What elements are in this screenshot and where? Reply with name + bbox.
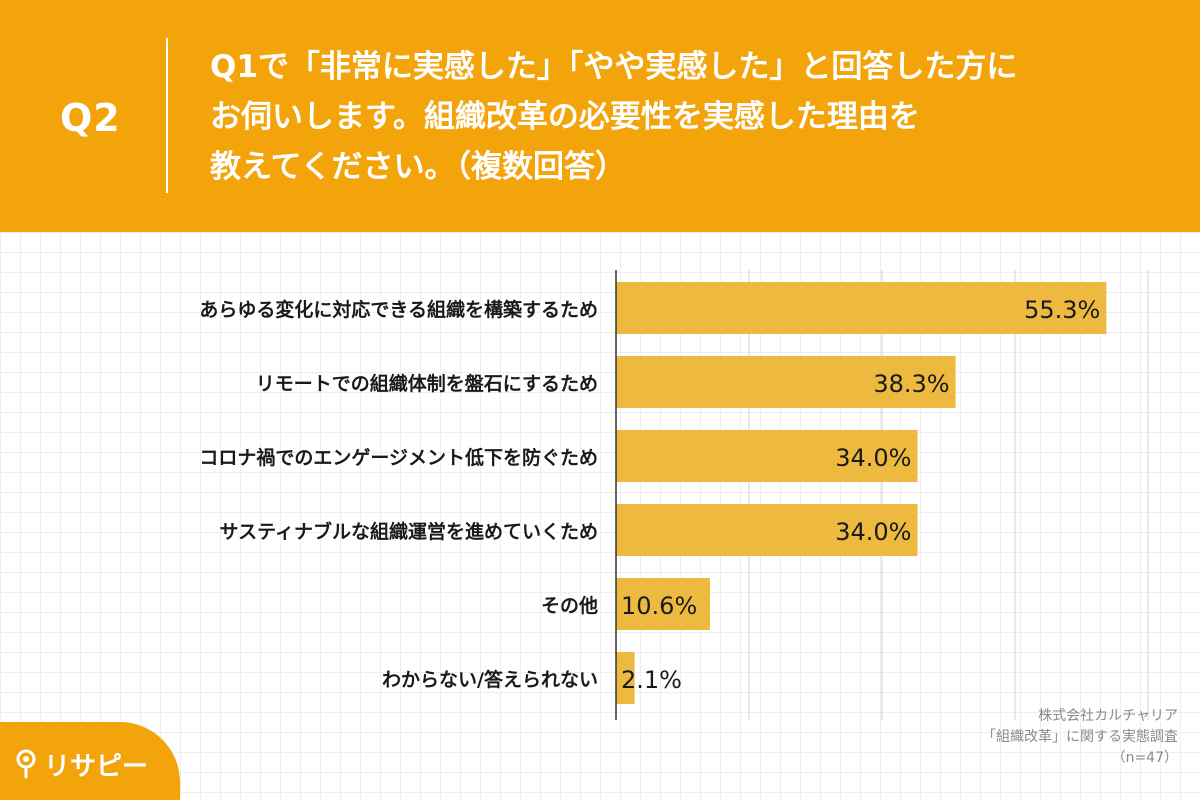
- source-company: 株式会社カルチャリア: [1038, 708, 1178, 724]
- logo-text: リサピー: [44, 751, 149, 782]
- question-line: お伺いします。組織改革の必要性を実感した理由を: [210, 99, 920, 135]
- bar: [616, 282, 1107, 334]
- header-divider: [166, 38, 168, 193]
- bar-chart: あらゆる変化に対応できる組織を構築するため 55.3% リモートでの組織体制を盤石に…: [199, 270, 1149, 720]
- bar: [616, 652, 635, 704]
- category-label: あらゆる変化に対応できる組織を構築するため: [199, 298, 598, 321]
- category-label: サスティナブルな組織運営を進めていくため: [220, 520, 598, 543]
- question-number: Q2: [60, 96, 121, 140]
- value-label: 34.0%: [835, 444, 911, 472]
- source-note: 株式会社カルチャリア 「組織改革」に関する実態調査 （n=47）: [982, 706, 1178, 769]
- value-label: 2.1%: [621, 666, 682, 694]
- source-survey: 「組織改革」に関する実態調査: [982, 729, 1178, 745]
- value-label: 10.6%: [621, 592, 697, 620]
- pin-icon: [14, 749, 38, 779]
- chart-panel: あらゆる変化に対応できる組織を構築するため 55.3% リモートでの組織体制を盤石に…: [0, 232, 1200, 800]
- category-label: リモートでの組織体制を盤石にするため: [256, 372, 598, 395]
- bar: [616, 504, 918, 556]
- value-label: 55.3%: [1024, 296, 1100, 324]
- source-sample-size: （n=47）: [1111, 750, 1178, 766]
- bar: [616, 356, 956, 408]
- value-label: 38.3%: [873, 370, 949, 398]
- question-line: 教えてください。（複数回答）: [210, 149, 627, 185]
- logo-tab: [0, 722, 180, 800]
- logo: リサピー: [14, 744, 148, 784]
- category-label: コロナ禍でのエンゲージメント低下を防ぐため: [199, 446, 598, 469]
- category-label: その他: [541, 594, 598, 617]
- question-text: Q1で「非常に実感した」「やや実感した」と回答した方に お伺いします。組織改革の…: [210, 42, 1170, 192]
- bar: [616, 578, 710, 630]
- value-label: 34.0%: [835, 518, 911, 546]
- category-label: わからない/答えられない: [382, 668, 598, 691]
- question-line: Q1で「非常に実感した」「やや実感した」と回答した方に: [210, 49, 1018, 85]
- bar: [616, 430, 918, 482]
